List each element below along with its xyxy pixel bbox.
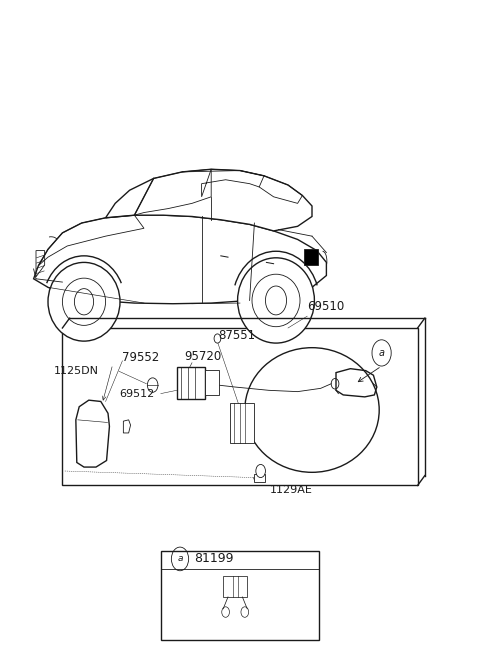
- Text: 87551: 87551: [218, 329, 255, 342]
- Text: a: a: [177, 554, 183, 564]
- Text: 95720: 95720: [184, 350, 221, 363]
- FancyBboxPatch shape: [177, 367, 205, 399]
- Text: 69510: 69510: [307, 300, 345, 313]
- Circle shape: [147, 378, 158, 392]
- Text: 79552: 79552: [122, 351, 160, 364]
- FancyBboxPatch shape: [205, 370, 219, 395]
- Circle shape: [214, 334, 221, 343]
- Text: 69512: 69512: [119, 388, 154, 399]
- Polygon shape: [106, 169, 312, 231]
- Text: a: a: [379, 348, 384, 358]
- Text: 1129AE: 1129AE: [270, 485, 312, 495]
- FancyBboxPatch shape: [223, 576, 247, 597]
- Text: 1125DN: 1125DN: [54, 366, 99, 377]
- FancyBboxPatch shape: [254, 474, 265, 482]
- FancyBboxPatch shape: [230, 403, 254, 443]
- Ellipse shape: [238, 258, 314, 343]
- Ellipse shape: [48, 262, 120, 341]
- Text: 81199: 81199: [194, 552, 234, 565]
- Circle shape: [256, 464, 265, 478]
- Polygon shape: [76, 400, 109, 467]
- Polygon shape: [34, 215, 326, 304]
- FancyBboxPatch shape: [304, 249, 318, 265]
